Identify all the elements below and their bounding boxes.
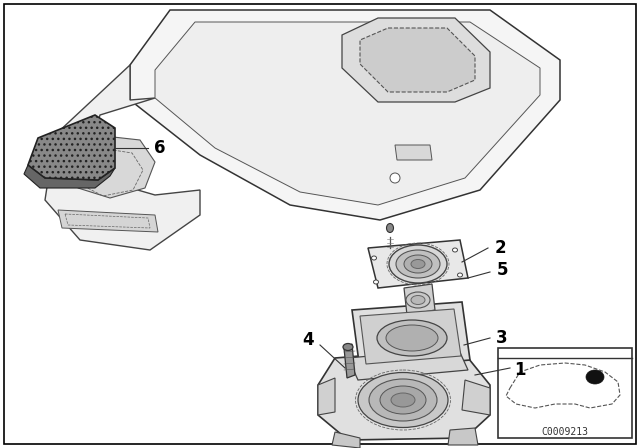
Text: 4: 4	[302, 331, 314, 349]
Ellipse shape	[411, 259, 425, 268]
Ellipse shape	[458, 273, 463, 277]
Polygon shape	[342, 18, 490, 102]
Polygon shape	[404, 284, 435, 315]
Ellipse shape	[452, 248, 458, 252]
Polygon shape	[318, 348, 490, 440]
Polygon shape	[155, 22, 540, 205]
Text: 2: 2	[494, 239, 506, 257]
Ellipse shape	[374, 280, 378, 284]
Polygon shape	[360, 309, 461, 364]
Polygon shape	[448, 428, 478, 445]
Polygon shape	[352, 302, 470, 370]
Polygon shape	[348, 348, 468, 380]
Text: 3: 3	[496, 329, 508, 347]
Ellipse shape	[389, 245, 447, 283]
Ellipse shape	[380, 386, 426, 414]
Polygon shape	[24, 165, 115, 188]
Text: C0009213: C0009213	[541, 427, 589, 437]
Ellipse shape	[391, 393, 415, 407]
Ellipse shape	[386, 325, 438, 351]
Bar	[498, 348, 632, 438]
Ellipse shape	[411, 296, 425, 305]
Ellipse shape	[343, 344, 353, 350]
Ellipse shape	[396, 250, 440, 278]
Ellipse shape	[586, 370, 604, 384]
Ellipse shape	[406, 292, 430, 308]
Ellipse shape	[371, 256, 376, 260]
Polygon shape	[58, 210, 158, 232]
Text: 1: 1	[515, 361, 525, 379]
Polygon shape	[344, 344, 355, 378]
Polygon shape	[395, 145, 432, 160]
Polygon shape	[70, 135, 155, 198]
Polygon shape	[360, 28, 475, 92]
Polygon shape	[462, 380, 490, 415]
Ellipse shape	[358, 372, 448, 427]
Polygon shape	[368, 240, 468, 288]
Polygon shape	[28, 115, 115, 180]
Polygon shape	[130, 10, 560, 220]
Text: 5: 5	[496, 261, 508, 279]
Polygon shape	[45, 65, 200, 250]
Polygon shape	[318, 378, 335, 415]
Text: 6: 6	[154, 139, 166, 157]
Ellipse shape	[377, 320, 447, 356]
Polygon shape	[332, 432, 360, 448]
Ellipse shape	[390, 173, 400, 183]
Ellipse shape	[404, 255, 432, 273]
Ellipse shape	[387, 224, 394, 233]
Ellipse shape	[369, 379, 437, 421]
